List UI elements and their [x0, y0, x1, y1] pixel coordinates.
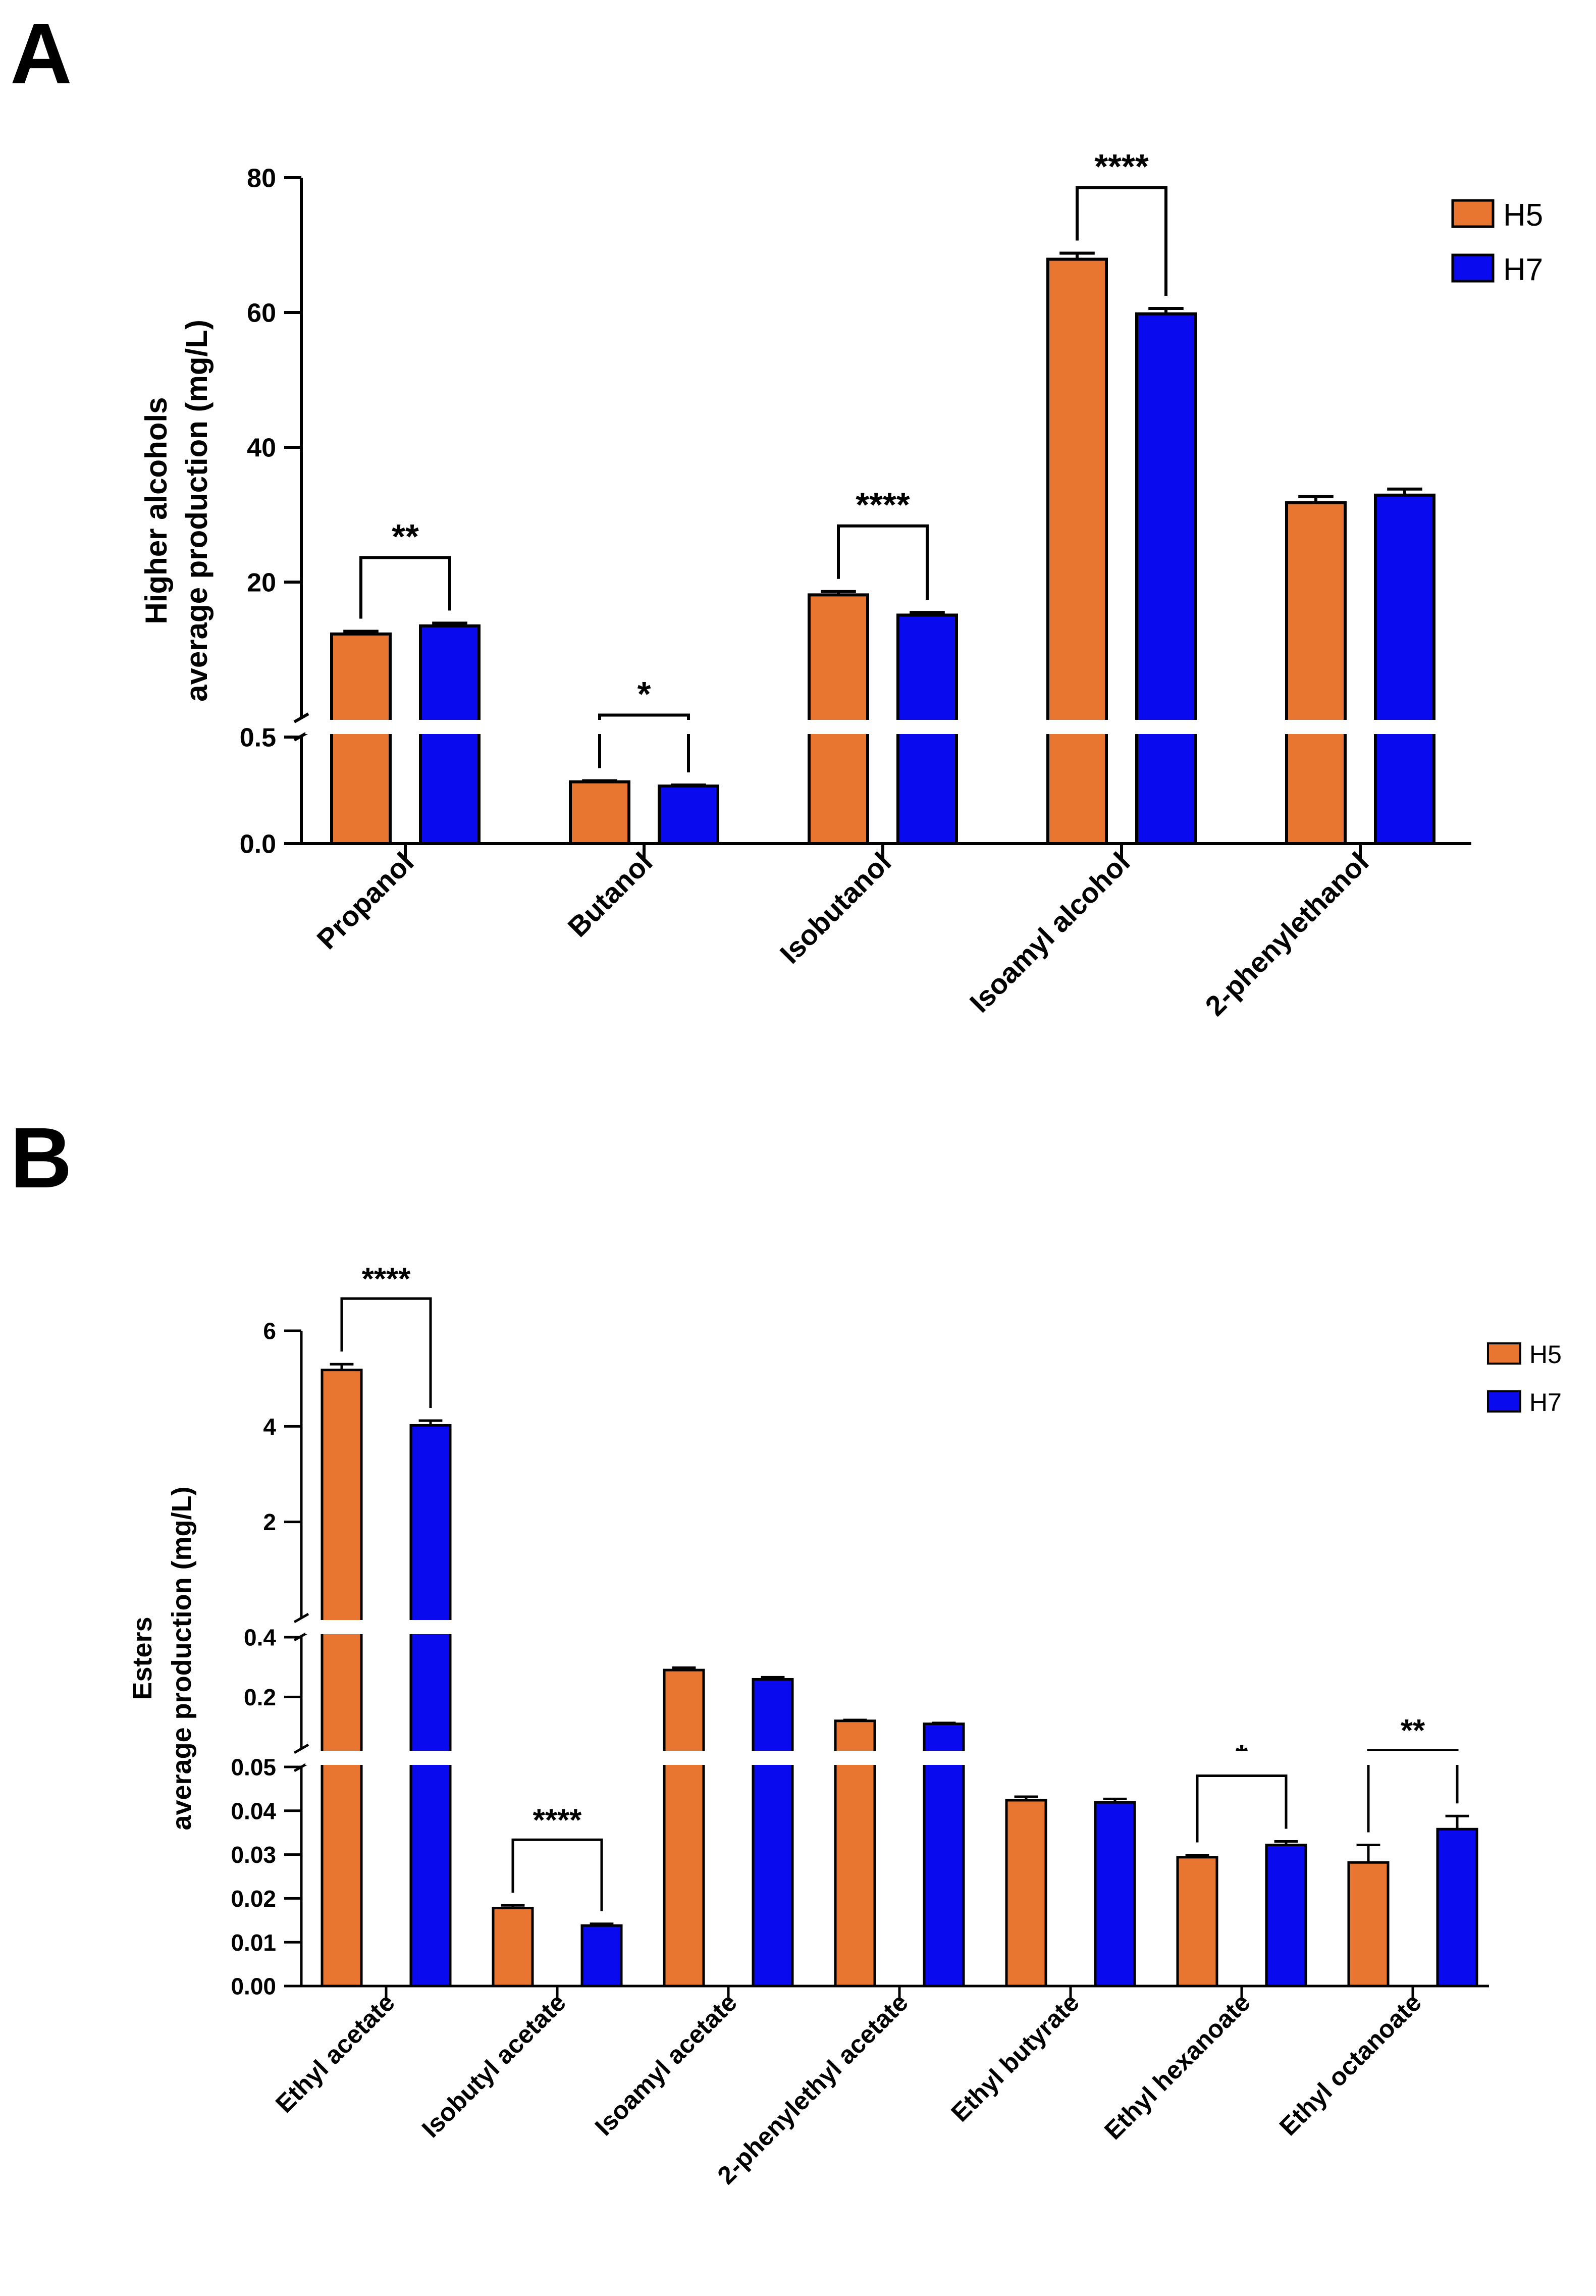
bar-ethyl-butyrate-h5	[1005, 1799, 1047, 1988]
legend-label-h7: H7	[1503, 252, 1543, 287]
significance-label: **	[392, 517, 419, 556]
legend-swatch-h7	[1487, 1390, 1521, 1413]
y-tick-label: 4	[263, 1414, 276, 1440]
legend-label-h5: H5	[1529, 1340, 1562, 1369]
x-category-label: 2-phenylethyl acetate	[712, 1988, 914, 2189]
y-tick-label: 6	[263, 1318, 276, 1344]
y-tick-label: 0.00	[231, 1973, 276, 2000]
bar-ethyl-acetate-h7	[409, 1424, 452, 1988]
y-tick-label: 2	[263, 1509, 276, 1535]
bar-propanol-h7	[419, 624, 481, 846]
bar-isobutyl-acetate-h7	[580, 1924, 623, 1988]
x-category-label: Butanol	[562, 846, 659, 943]
x-category-label: Ethyl acetate	[270, 1988, 400, 2118]
significance-bracket	[340, 1297, 432, 1408]
bar-2-phenylethanol-h5	[1285, 501, 1347, 845]
x-category-label: Isoamyl alcohol	[964, 846, 1136, 1019]
y-tick-label: 0.5	[240, 723, 276, 753]
significance-bracket	[1367, 1749, 1459, 1833]
y-axis-label: average production (mg/L)	[167, 1486, 197, 1830]
legend-swatch-h5	[1451, 199, 1495, 228]
bar-butanol-h7	[658, 785, 719, 846]
y-tick-label: 0.4	[244, 1625, 276, 1651]
significance-bracket	[598, 713, 690, 772]
x-category-label: Propanol	[310, 846, 419, 955]
y-tick-label: 80	[247, 164, 276, 193]
y-tick-label: 0.0	[240, 830, 276, 859]
y-tick-label: 0.03	[231, 1842, 276, 1868]
x-category-label: Ethyl hexanoate	[1099, 1988, 1256, 2145]
axis-break-gap	[305, 1620, 1493, 1634]
x-category-label: Ethyl butyrate	[945, 1988, 1084, 2127]
y-tick-label: 0.05	[231, 1754, 276, 1781]
panel-b-letter: B	[10, 1110, 72, 1206]
legend-label-h7: H7	[1529, 1388, 1562, 1417]
legend-swatch-h5	[1487, 1342, 1521, 1365]
axis-break-gap	[305, 720, 1475, 734]
bar-ethyl-acetate-h5	[321, 1369, 363, 1988]
bar-isoamyl-alcohol-h5	[1046, 257, 1108, 845]
significance-bracket	[359, 556, 451, 619]
x-category-label: 2-phenylethanol	[1199, 846, 1374, 1022]
y-tick-label: 0.04	[231, 1798, 276, 1824]
y-tick-label: 0.2	[244, 1684, 276, 1710]
panel-b-chart: 0.00 0.01 0.02 0.03 0.04 0.05 0.2 0.4 2 4 6 Esters a…	[127, 1262, 1493, 2189]
panel-b-legend: H5 H7	[1487, 1340, 1562, 1417]
significance-bracket	[837, 524, 929, 600]
axis-break-mark	[293, 1612, 309, 1624]
axis-break-gap	[305, 1751, 1493, 1765]
significance-label: ****	[533, 1803, 582, 1838]
bar-propanol-h5	[330, 632, 392, 846]
significance-bracket	[511, 1838, 603, 1911]
significance-label: **	[1401, 1713, 1425, 1748]
bar-isobutyl-acetate-h5	[492, 1906, 534, 1988]
bar-isobutanol-h5	[808, 593, 869, 845]
y-tick-label: 0.02	[231, 1886, 276, 1912]
bar-ethyl-butyrate-h7	[1094, 1801, 1136, 1988]
significance-label: ****	[856, 486, 910, 525]
legend-swatch-h7	[1451, 253, 1495, 283]
bar-isoamyl-acetate-h5	[663, 1668, 705, 1988]
significance-label: *	[637, 675, 651, 714]
bar-ethyl-hexanoate-h7	[1265, 1844, 1307, 1988]
bar-ethyl-octanoate-h5	[1347, 1861, 1390, 1988]
y-tick-label: 60	[247, 299, 276, 328]
y-tick-label: 0.01	[231, 1929, 276, 1956]
significance-label: ****	[1094, 147, 1149, 186]
significance-label: ****	[362, 1262, 411, 1296]
y-axis-label: Esters	[127, 1616, 157, 1700]
axis-break-mark	[293, 712, 309, 723]
bar-2-phenylethyl-acetate-h5	[834, 1719, 876, 1988]
legend-label-h5: H5	[1503, 198, 1543, 233]
x-category-label: Isobutyl acetate	[416, 1988, 571, 2143]
x-category-label: Isoamyl acetate	[590, 1988, 742, 2141]
y-axis-label: average production (mg/L)	[180, 320, 214, 702]
panel-a-letter: A	[10, 6, 72, 102]
panel-a-chart: 0.0 0.5 20 40 60 80 Higher alcohols average pro…	[139, 147, 1475, 1022]
significance-bracket	[1196, 1775, 1288, 1843]
axis-break-mark	[293, 1743, 309, 1754]
bar-ethyl-hexanoate-h5	[1176, 1856, 1218, 1988]
bar-ethyl-octanoate-h7	[1436, 1828, 1478, 1988]
panel-a-legend: H5 H7	[1451, 198, 1543, 287]
bar-isoamyl-alcohol-h7	[1135, 312, 1197, 845]
y-tick-label: 20	[247, 568, 276, 598]
y-axis-label: Higher alcohols	[139, 397, 173, 624]
x-category-label: Isobutanol	[774, 846, 897, 970]
bar-butanol-h5	[569, 780, 630, 845]
bar-2-phenylethanol-h7	[1374, 493, 1435, 845]
y-tick-label: 40	[247, 434, 276, 463]
significance-bracket	[1076, 186, 1167, 296]
x-category-label: Ethyl octanoate	[1274, 1988, 1427, 2141]
bar-isoamyl-acetate-h7	[752, 1678, 794, 1988]
